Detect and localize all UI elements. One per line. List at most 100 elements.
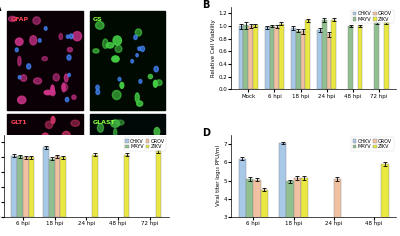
- Ellipse shape: [93, 49, 99, 53]
- Ellipse shape: [44, 136, 49, 143]
- Bar: [49, 159, 55, 217]
- Bar: [348, 26, 353, 89]
- Ellipse shape: [156, 80, 162, 86]
- Ellipse shape: [42, 57, 48, 61]
- Ellipse shape: [112, 56, 119, 62]
- Bar: [90, 114, 166, 213]
- Bar: [286, 181, 294, 236]
- Ellipse shape: [46, 121, 53, 128]
- Circle shape: [15, 48, 18, 52]
- Circle shape: [52, 198, 55, 202]
- Ellipse shape: [34, 78, 42, 84]
- Ellipse shape: [120, 82, 124, 88]
- Ellipse shape: [64, 74, 68, 82]
- Ellipse shape: [148, 75, 152, 79]
- Bar: [253, 180, 260, 236]
- Ellipse shape: [10, 164, 17, 169]
- Legend: CHKV, MAYV, OROV, ZIKV: CHKV, MAYV, OROV, ZIKV: [351, 137, 394, 151]
- Ellipse shape: [70, 165, 79, 175]
- Bar: [244, 25, 248, 89]
- Circle shape: [60, 200, 62, 203]
- Ellipse shape: [154, 80, 157, 87]
- Ellipse shape: [8, 16, 16, 21]
- Text: B: B: [202, 0, 209, 10]
- Ellipse shape: [98, 202, 102, 210]
- Ellipse shape: [116, 120, 124, 125]
- Bar: [17, 156, 23, 217]
- Ellipse shape: [72, 95, 76, 99]
- Ellipse shape: [153, 169, 156, 178]
- Text: A: A: [0, 3, 2, 13]
- Ellipse shape: [98, 123, 104, 132]
- Bar: [12, 156, 17, 217]
- Ellipse shape: [103, 39, 108, 48]
- Bar: [239, 26, 244, 89]
- Ellipse shape: [136, 101, 143, 106]
- Ellipse shape: [20, 75, 27, 81]
- Bar: [294, 178, 301, 236]
- Bar: [253, 25, 258, 89]
- Circle shape: [54, 189, 56, 192]
- Bar: [23, 157, 29, 217]
- Bar: [300, 31, 305, 89]
- Ellipse shape: [51, 85, 54, 95]
- Bar: [317, 30, 322, 89]
- Bar: [90, 11, 166, 110]
- Circle shape: [96, 85, 99, 90]
- Circle shape: [16, 197, 20, 202]
- Bar: [124, 155, 130, 217]
- Circle shape: [69, 34, 73, 39]
- Ellipse shape: [106, 43, 114, 48]
- Circle shape: [154, 66, 158, 72]
- Bar: [374, 23, 379, 89]
- Bar: [60, 157, 66, 217]
- Ellipse shape: [16, 38, 23, 45]
- Bar: [7, 114, 83, 213]
- Circle shape: [65, 97, 69, 102]
- Ellipse shape: [112, 90, 121, 100]
- Ellipse shape: [30, 36, 37, 45]
- Circle shape: [18, 76, 21, 79]
- Bar: [274, 27, 279, 89]
- Ellipse shape: [40, 196, 43, 206]
- Ellipse shape: [59, 34, 62, 40]
- Circle shape: [138, 47, 140, 51]
- Ellipse shape: [113, 36, 122, 45]
- Circle shape: [134, 35, 137, 40]
- Circle shape: [56, 164, 59, 167]
- Ellipse shape: [135, 29, 142, 36]
- Bar: [296, 30, 300, 89]
- Ellipse shape: [45, 142, 52, 147]
- Bar: [29, 157, 34, 217]
- Circle shape: [118, 77, 121, 81]
- Bar: [265, 27, 270, 89]
- Bar: [248, 26, 253, 89]
- Ellipse shape: [68, 47, 72, 52]
- Circle shape: [96, 90, 100, 95]
- Text: GFAP: GFAP: [10, 17, 28, 22]
- Ellipse shape: [9, 202, 17, 208]
- Ellipse shape: [75, 158, 80, 166]
- Bar: [92, 155, 98, 217]
- Bar: [381, 164, 388, 236]
- Circle shape: [58, 157, 62, 162]
- Bar: [384, 23, 388, 89]
- Circle shape: [38, 39, 41, 42]
- Y-axis label: Relative Cell Viability: Relative Cell Viability: [210, 19, 216, 77]
- Ellipse shape: [73, 32, 82, 41]
- Ellipse shape: [56, 169, 60, 174]
- Ellipse shape: [96, 21, 104, 29]
- Circle shape: [43, 164, 46, 167]
- Ellipse shape: [59, 179, 62, 187]
- Circle shape: [131, 59, 134, 63]
- Text: GLT1: GLT1: [10, 120, 27, 125]
- Bar: [279, 143, 286, 236]
- Ellipse shape: [62, 84, 68, 91]
- Ellipse shape: [134, 201, 140, 210]
- Text: GLAST: GLAST: [93, 120, 116, 125]
- Ellipse shape: [58, 143, 65, 149]
- Circle shape: [139, 80, 142, 83]
- Circle shape: [121, 171, 134, 188]
- Ellipse shape: [18, 96, 26, 104]
- Bar: [305, 20, 310, 89]
